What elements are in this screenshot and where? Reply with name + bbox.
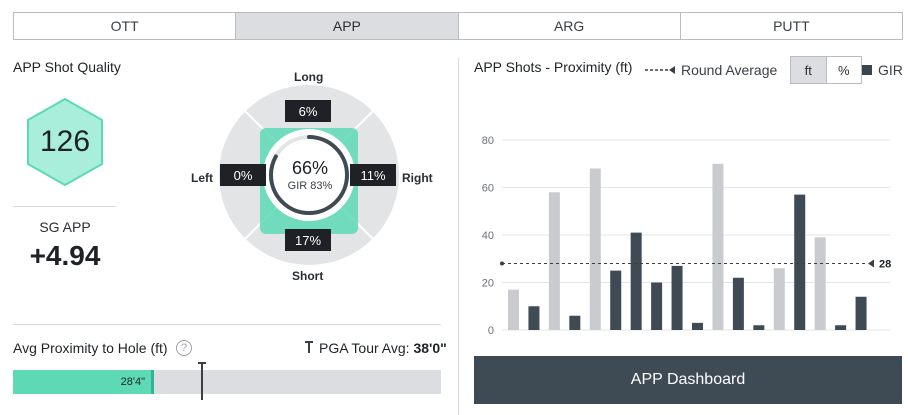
unit-percent-button[interactable]: % [837, 62, 850, 78]
unit-ft-button[interactable]: ft [791, 57, 827, 83]
direction-left: Left [191, 171, 213, 185]
shot-dispersion-compass: Long Short Left Right 6% 17% 0% 11% 66% … [170, 60, 450, 290]
gir-center-percent: 66% [291, 158, 329, 178]
proximity-chart-title: APP Shots - Proximity (ft) [474, 59, 633, 75]
player-proximity-fill: 28'4" [13, 370, 154, 394]
bar[interactable] [548, 192, 560, 330]
bar[interactable] [794, 194, 806, 330]
bar[interactable] [855, 296, 867, 330]
shot-quality-score: 126 [39, 125, 91, 158]
y-tick-label: 0 [488, 325, 494, 337]
bar[interactable] [732, 277, 744, 330]
long-percent: 6% [285, 100, 331, 122]
section-divider [13, 324, 441, 325]
tour-average-marker [201, 364, 204, 400]
gir-legend-label: GIR [878, 62, 903, 78]
right-percent: 11% [350, 164, 396, 186]
divider [13, 206, 116, 207]
compass-graphic [219, 85, 399, 265]
bar[interactable] [528, 306, 540, 330]
short-percent: 17% [285, 229, 331, 251]
bar[interactable] [569, 315, 581, 330]
direction-right: Right [402, 171, 433, 185]
dashed-line-icon [645, 66, 675, 74]
round-average-label: Round Average [681, 62, 778, 78]
shot-quality-badge: 126 [26, 98, 104, 186]
y-tick-label: 80 [482, 135, 494, 147]
tour-average-label: PGA Tour Avg: [319, 340, 410, 356]
sg-app-label: SG APP [39, 219, 91, 235]
direction-long: Long [294, 70, 324, 84]
tour-average: PGA Tour Avg: 38'0" [305, 340, 447, 356]
bar[interactable] [773, 268, 785, 330]
direction-short: Short [292, 269, 324, 283]
left-percent: 0% [220, 164, 266, 186]
proximity-bar: 28'4" [13, 362, 441, 400]
y-tick-label: 40 [482, 230, 494, 242]
round-average-arrow [868, 259, 874, 268]
bar[interactable] [508, 289, 519, 330]
bar[interactable] [712, 163, 724, 330]
bar[interactable] [753, 325, 765, 330]
tab-arg[interactable]: ARG [458, 13, 681, 39]
bar[interactable] [692, 322, 703, 330]
gir-center-label: GIR 83% [287, 180, 333, 192]
y-tick-label: 60 [482, 183, 494, 195]
bar[interactable] [671, 265, 683, 330]
unit-toggle: ft % [790, 56, 862, 84]
panel-divider [458, 58, 459, 415]
bar[interactable] [589, 168, 601, 331]
hexagon-icon [27, 98, 103, 186]
gir-swatch [862, 65, 872, 75]
bar[interactable] [630, 232, 642, 330]
bar[interactable] [814, 237, 826, 330]
tour-average-marker-cap [198, 362, 207, 364]
tour-average-value: 38'0" [413, 340, 447, 356]
shot-quality-title: APP Shot Quality [13, 59, 121, 75]
y-tick-label: 20 [482, 278, 494, 290]
round-average-legend: Round Average [645, 62, 777, 78]
tab-app[interactable]: APP [236, 13, 459, 39]
shot-category-tabs: OTT APP ARG PUTT [13, 12, 903, 40]
gir-legend: GIR [862, 62, 903, 78]
help-icon[interactable]: ? [176, 340, 192, 356]
bar[interactable] [835, 325, 847, 330]
round-average-value: 28 [879, 259, 891, 271]
app-dashboard-button[interactable]: APP Dashboard [474, 356, 902, 404]
bar[interactable] [651, 282, 663, 331]
bar[interactable] [610, 270, 622, 330]
tab-ott[interactable]: OTT [14, 13, 237, 39]
marker-icon [305, 340, 315, 356]
proximity-bar-chart: 0 20 40 60 80 28 [482, 135, 892, 337]
round-average-start [500, 261, 504, 266]
sg-app-value: +4.94 [29, 240, 101, 271]
tab-putt[interactable]: PUTT [680, 13, 902, 39]
player-proximity-value: 28'4" [120, 376, 145, 388]
proximity-label: Avg Proximity to Hole (ft) [13, 340, 168, 356]
